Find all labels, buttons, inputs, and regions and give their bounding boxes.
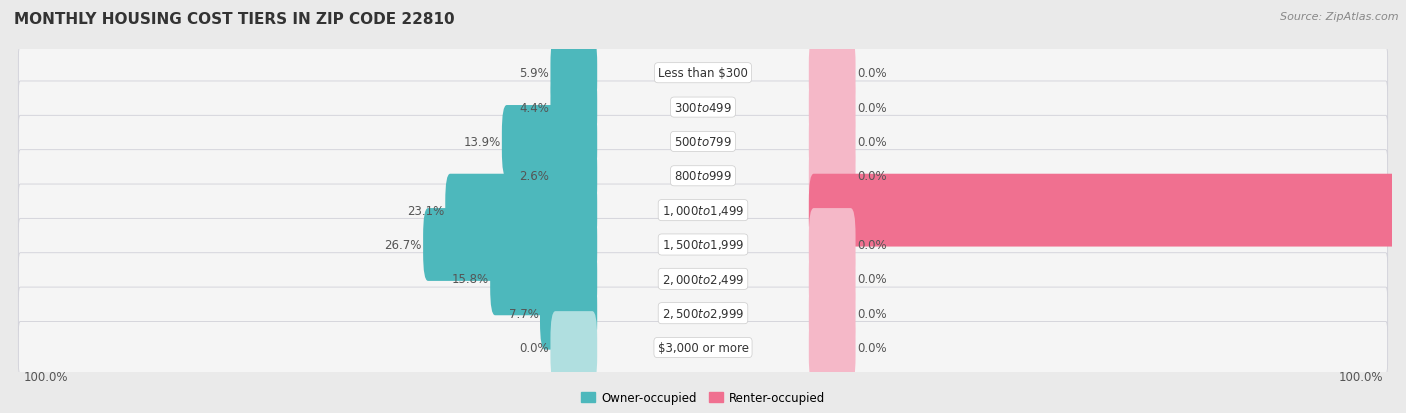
FancyBboxPatch shape bbox=[18, 219, 1388, 271]
Text: $3,000 or more: $3,000 or more bbox=[658, 341, 748, 354]
Text: 15.8%: 15.8% bbox=[451, 273, 489, 286]
Text: 13.9%: 13.9% bbox=[464, 135, 501, 149]
FancyBboxPatch shape bbox=[808, 71, 855, 144]
Text: 5.9%: 5.9% bbox=[519, 67, 550, 80]
Text: $300 to $499: $300 to $499 bbox=[673, 101, 733, 114]
Text: Less than $300: Less than $300 bbox=[658, 67, 748, 80]
FancyBboxPatch shape bbox=[550, 71, 598, 144]
Text: $1,500 to $1,999: $1,500 to $1,999 bbox=[662, 238, 744, 252]
FancyBboxPatch shape bbox=[18, 287, 1388, 339]
Text: 0.0%: 0.0% bbox=[856, 238, 886, 252]
Text: 23.1%: 23.1% bbox=[406, 204, 444, 217]
Text: 2.6%: 2.6% bbox=[519, 170, 550, 183]
FancyBboxPatch shape bbox=[550, 37, 598, 110]
FancyBboxPatch shape bbox=[550, 311, 598, 384]
FancyBboxPatch shape bbox=[808, 140, 855, 213]
FancyBboxPatch shape bbox=[808, 311, 855, 384]
Text: $2,000 to $2,499: $2,000 to $2,499 bbox=[662, 272, 744, 286]
Text: 100.0%: 100.0% bbox=[24, 370, 67, 383]
Text: $2,500 to $2,999: $2,500 to $2,999 bbox=[662, 306, 744, 320]
Text: 0.0%: 0.0% bbox=[856, 101, 886, 114]
FancyBboxPatch shape bbox=[18, 82, 1388, 134]
Text: 0.0%: 0.0% bbox=[856, 67, 886, 80]
Text: Source: ZipAtlas.com: Source: ZipAtlas.com bbox=[1281, 12, 1399, 22]
FancyBboxPatch shape bbox=[18, 150, 1388, 202]
FancyBboxPatch shape bbox=[18, 47, 1388, 100]
Text: 26.7%: 26.7% bbox=[384, 238, 422, 252]
Text: 0.0%: 0.0% bbox=[856, 341, 886, 354]
FancyBboxPatch shape bbox=[502, 106, 598, 178]
FancyBboxPatch shape bbox=[808, 243, 855, 316]
Text: 0.0%: 0.0% bbox=[856, 135, 886, 149]
Text: $1,000 to $1,499: $1,000 to $1,499 bbox=[662, 204, 744, 218]
Legend: Owner-occupied, Renter-occupied: Owner-occupied, Renter-occupied bbox=[581, 392, 825, 404]
FancyBboxPatch shape bbox=[540, 277, 598, 350]
Text: MONTHLY HOUSING COST TIERS IN ZIP CODE 22810: MONTHLY HOUSING COST TIERS IN ZIP CODE 2… bbox=[14, 12, 454, 27]
FancyBboxPatch shape bbox=[808, 277, 855, 350]
Text: 0.0%: 0.0% bbox=[856, 307, 886, 320]
Text: 0.0%: 0.0% bbox=[856, 170, 886, 183]
FancyBboxPatch shape bbox=[18, 253, 1388, 305]
FancyBboxPatch shape bbox=[18, 322, 1388, 374]
FancyBboxPatch shape bbox=[18, 185, 1388, 237]
FancyBboxPatch shape bbox=[491, 243, 598, 316]
FancyBboxPatch shape bbox=[550, 140, 598, 213]
FancyBboxPatch shape bbox=[423, 209, 598, 281]
Text: $800 to $999: $800 to $999 bbox=[673, 170, 733, 183]
Text: 100.0%: 100.0% bbox=[1339, 370, 1382, 383]
FancyBboxPatch shape bbox=[446, 174, 598, 247]
Text: 7.7%: 7.7% bbox=[509, 307, 538, 320]
Text: 0.0%: 0.0% bbox=[856, 273, 886, 286]
FancyBboxPatch shape bbox=[808, 209, 855, 281]
FancyBboxPatch shape bbox=[808, 174, 1406, 247]
Text: $500 to $799: $500 to $799 bbox=[673, 135, 733, 149]
Text: 4.4%: 4.4% bbox=[519, 101, 550, 114]
Text: 0.0%: 0.0% bbox=[520, 341, 550, 354]
FancyBboxPatch shape bbox=[808, 106, 855, 178]
FancyBboxPatch shape bbox=[18, 116, 1388, 168]
FancyBboxPatch shape bbox=[808, 37, 855, 110]
